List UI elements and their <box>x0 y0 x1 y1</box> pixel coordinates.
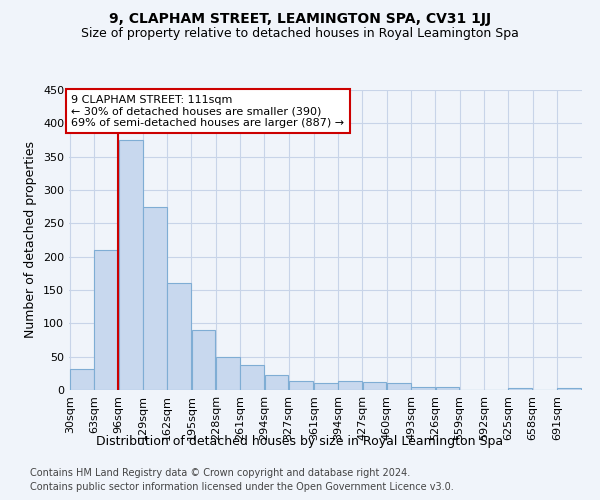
Bar <box>167 284 191 390</box>
Text: 9 CLAPHAM STREET: 111sqm
← 30% of detached houses are smaller (390)
69% of semi-: 9 CLAPHAM STREET: 111sqm ← 30% of detach… <box>71 94 344 128</box>
Bar <box>508 388 532 390</box>
Text: Distribution of detached houses by size in Royal Leamington Spa: Distribution of detached houses by size … <box>97 435 503 448</box>
Bar <box>94 250 118 390</box>
Bar <box>216 356 240 390</box>
Text: Size of property relative to detached houses in Royal Leamington Spa: Size of property relative to detached ho… <box>81 28 519 40</box>
Bar <box>436 388 460 390</box>
Bar <box>143 206 167 390</box>
Bar <box>240 364 264 390</box>
Bar <box>411 388 435 390</box>
Bar <box>387 384 411 390</box>
Bar <box>70 368 94 390</box>
Bar <box>265 376 289 390</box>
Bar <box>314 384 338 390</box>
Bar <box>362 382 386 390</box>
Bar <box>289 382 313 390</box>
Bar <box>119 140 143 390</box>
Bar <box>557 388 581 390</box>
Bar <box>191 330 215 390</box>
Text: 9, CLAPHAM STREET, LEAMINGTON SPA, CV31 1JJ: 9, CLAPHAM STREET, LEAMINGTON SPA, CV31 … <box>109 12 491 26</box>
Y-axis label: Number of detached properties: Number of detached properties <box>25 142 37 338</box>
Text: Contains public sector information licensed under the Open Government Licence v3: Contains public sector information licen… <box>30 482 454 492</box>
Bar <box>338 382 362 390</box>
Text: Contains HM Land Registry data © Crown copyright and database right 2024.: Contains HM Land Registry data © Crown c… <box>30 468 410 477</box>
